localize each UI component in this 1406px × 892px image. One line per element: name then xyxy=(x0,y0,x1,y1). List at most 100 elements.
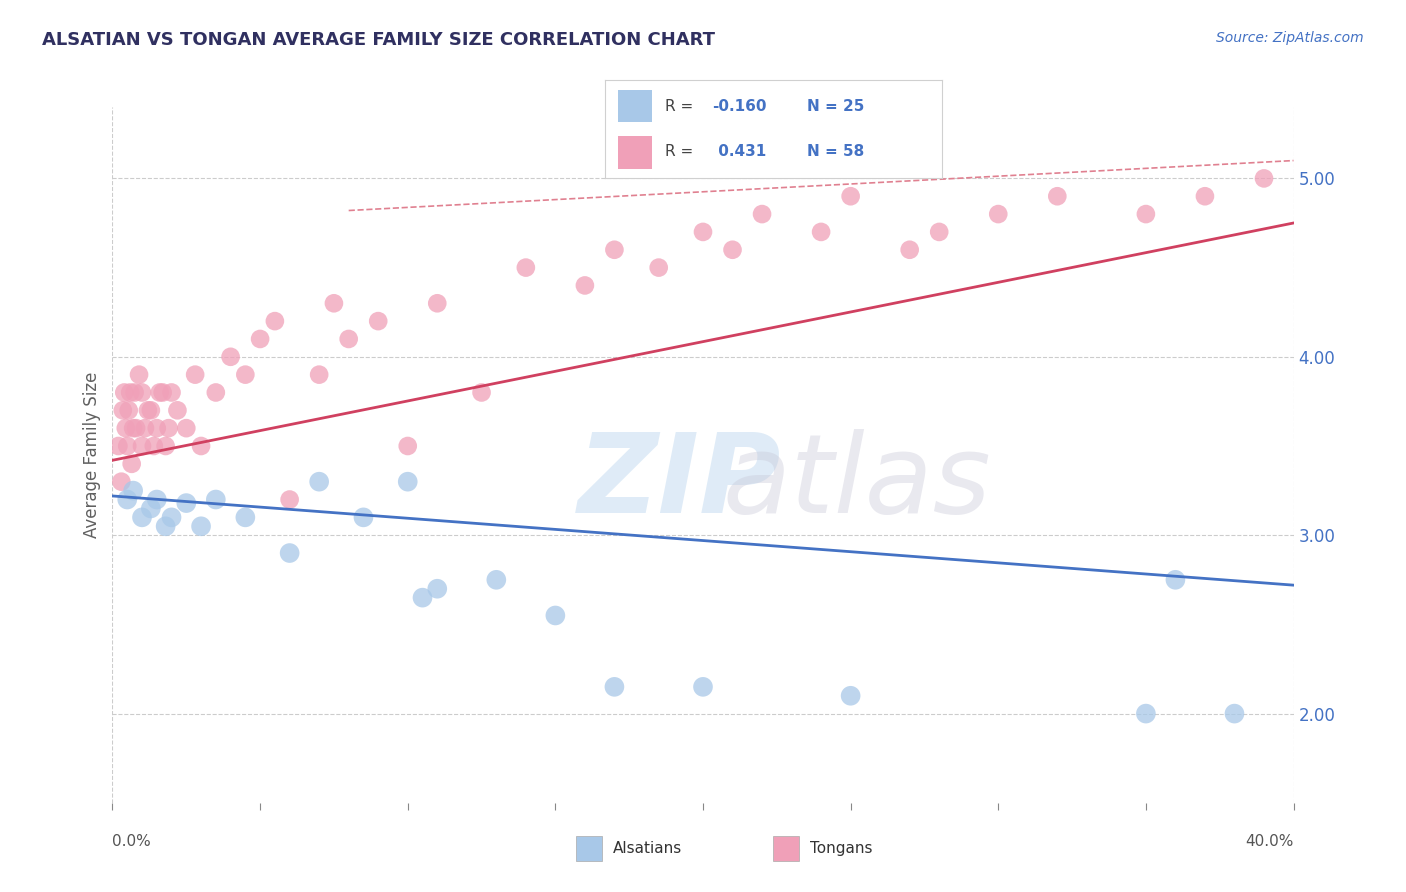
Point xyxy=(1046,189,1069,203)
Text: Tongans: Tongans xyxy=(810,841,872,855)
Point xyxy=(1194,189,1216,203)
Text: -0.160: -0.160 xyxy=(713,99,768,114)
Y-axis label: Average Family Size: Average Family Size xyxy=(83,372,101,538)
Point xyxy=(131,385,153,400)
Point xyxy=(367,314,389,328)
Point xyxy=(485,573,508,587)
Point xyxy=(426,582,449,596)
Point xyxy=(111,403,134,417)
Point xyxy=(155,439,177,453)
Point xyxy=(647,260,671,275)
Point xyxy=(898,243,921,257)
Text: 0.0%: 0.0% xyxy=(112,834,152,849)
Point xyxy=(308,475,330,489)
Point xyxy=(190,519,212,533)
Point xyxy=(124,385,146,400)
Point xyxy=(157,421,180,435)
Point xyxy=(839,689,862,703)
Point xyxy=(205,385,228,400)
Point xyxy=(233,368,256,382)
Point xyxy=(139,403,162,417)
Point xyxy=(692,225,714,239)
Point xyxy=(166,403,188,417)
Text: ZIP: ZIP xyxy=(578,429,782,536)
Point xyxy=(112,385,135,400)
Point xyxy=(190,439,212,453)
Point xyxy=(184,368,207,382)
Point xyxy=(121,457,143,471)
Point xyxy=(249,332,271,346)
Point xyxy=(1135,207,1157,221)
Point xyxy=(205,492,228,507)
Point xyxy=(160,510,183,524)
Text: R =: R = xyxy=(665,99,693,114)
Point xyxy=(146,492,169,507)
Point xyxy=(174,496,197,510)
Point xyxy=(412,591,434,605)
Point xyxy=(721,243,744,257)
Point xyxy=(149,385,172,400)
Text: Alsatians: Alsatians xyxy=(613,841,682,855)
Point xyxy=(515,260,537,275)
Point xyxy=(146,421,169,435)
Point xyxy=(396,475,419,489)
Point xyxy=(308,368,330,382)
Point xyxy=(396,439,419,453)
Text: N = 25: N = 25 xyxy=(807,99,865,114)
Point xyxy=(278,546,301,560)
Bar xyxy=(619,90,652,122)
Point xyxy=(122,483,145,498)
Text: 40.0%: 40.0% xyxy=(1246,834,1294,849)
Point xyxy=(134,421,156,435)
Point xyxy=(174,421,197,435)
Point xyxy=(323,296,346,310)
Point xyxy=(1135,706,1157,721)
Text: ALSATIAN VS TONGAN AVERAGE FAMILY SIZE CORRELATION CHART: ALSATIAN VS TONGAN AVERAGE FAMILY SIZE C… xyxy=(42,31,716,49)
Point xyxy=(219,350,242,364)
Point xyxy=(107,439,129,453)
Text: atlas: atlas xyxy=(723,429,991,536)
Point xyxy=(131,439,153,453)
Point xyxy=(117,492,138,507)
Point xyxy=(142,439,165,453)
Point xyxy=(120,385,142,400)
Point xyxy=(839,189,862,203)
Point xyxy=(136,403,159,417)
Point xyxy=(233,510,256,524)
Point xyxy=(1164,573,1187,587)
Point xyxy=(122,421,145,435)
Point xyxy=(1223,706,1246,721)
Point xyxy=(155,519,177,533)
Point xyxy=(114,421,136,435)
Text: R =: R = xyxy=(665,145,693,160)
Point xyxy=(152,385,174,400)
Point xyxy=(125,421,148,435)
Point xyxy=(160,385,183,400)
Point xyxy=(426,296,449,310)
Point xyxy=(544,608,567,623)
Point xyxy=(118,403,141,417)
Point xyxy=(139,501,162,516)
Bar xyxy=(619,136,652,169)
Point xyxy=(574,278,596,293)
Point xyxy=(751,207,773,221)
Point xyxy=(810,225,832,239)
Text: N = 58: N = 58 xyxy=(807,145,865,160)
Point xyxy=(278,492,301,507)
Text: 0.431: 0.431 xyxy=(713,145,766,160)
Point xyxy=(603,243,626,257)
Point xyxy=(264,314,287,328)
Point xyxy=(131,510,153,524)
Point xyxy=(128,368,150,382)
Point xyxy=(117,439,138,453)
Point xyxy=(692,680,714,694)
Point xyxy=(928,225,950,239)
Point xyxy=(603,680,626,694)
Point xyxy=(1253,171,1275,186)
Point xyxy=(337,332,360,346)
Point xyxy=(352,510,374,524)
Point xyxy=(987,207,1010,221)
Point xyxy=(470,385,494,400)
Point xyxy=(110,475,132,489)
Text: Source: ZipAtlas.com: Source: ZipAtlas.com xyxy=(1216,31,1364,45)
